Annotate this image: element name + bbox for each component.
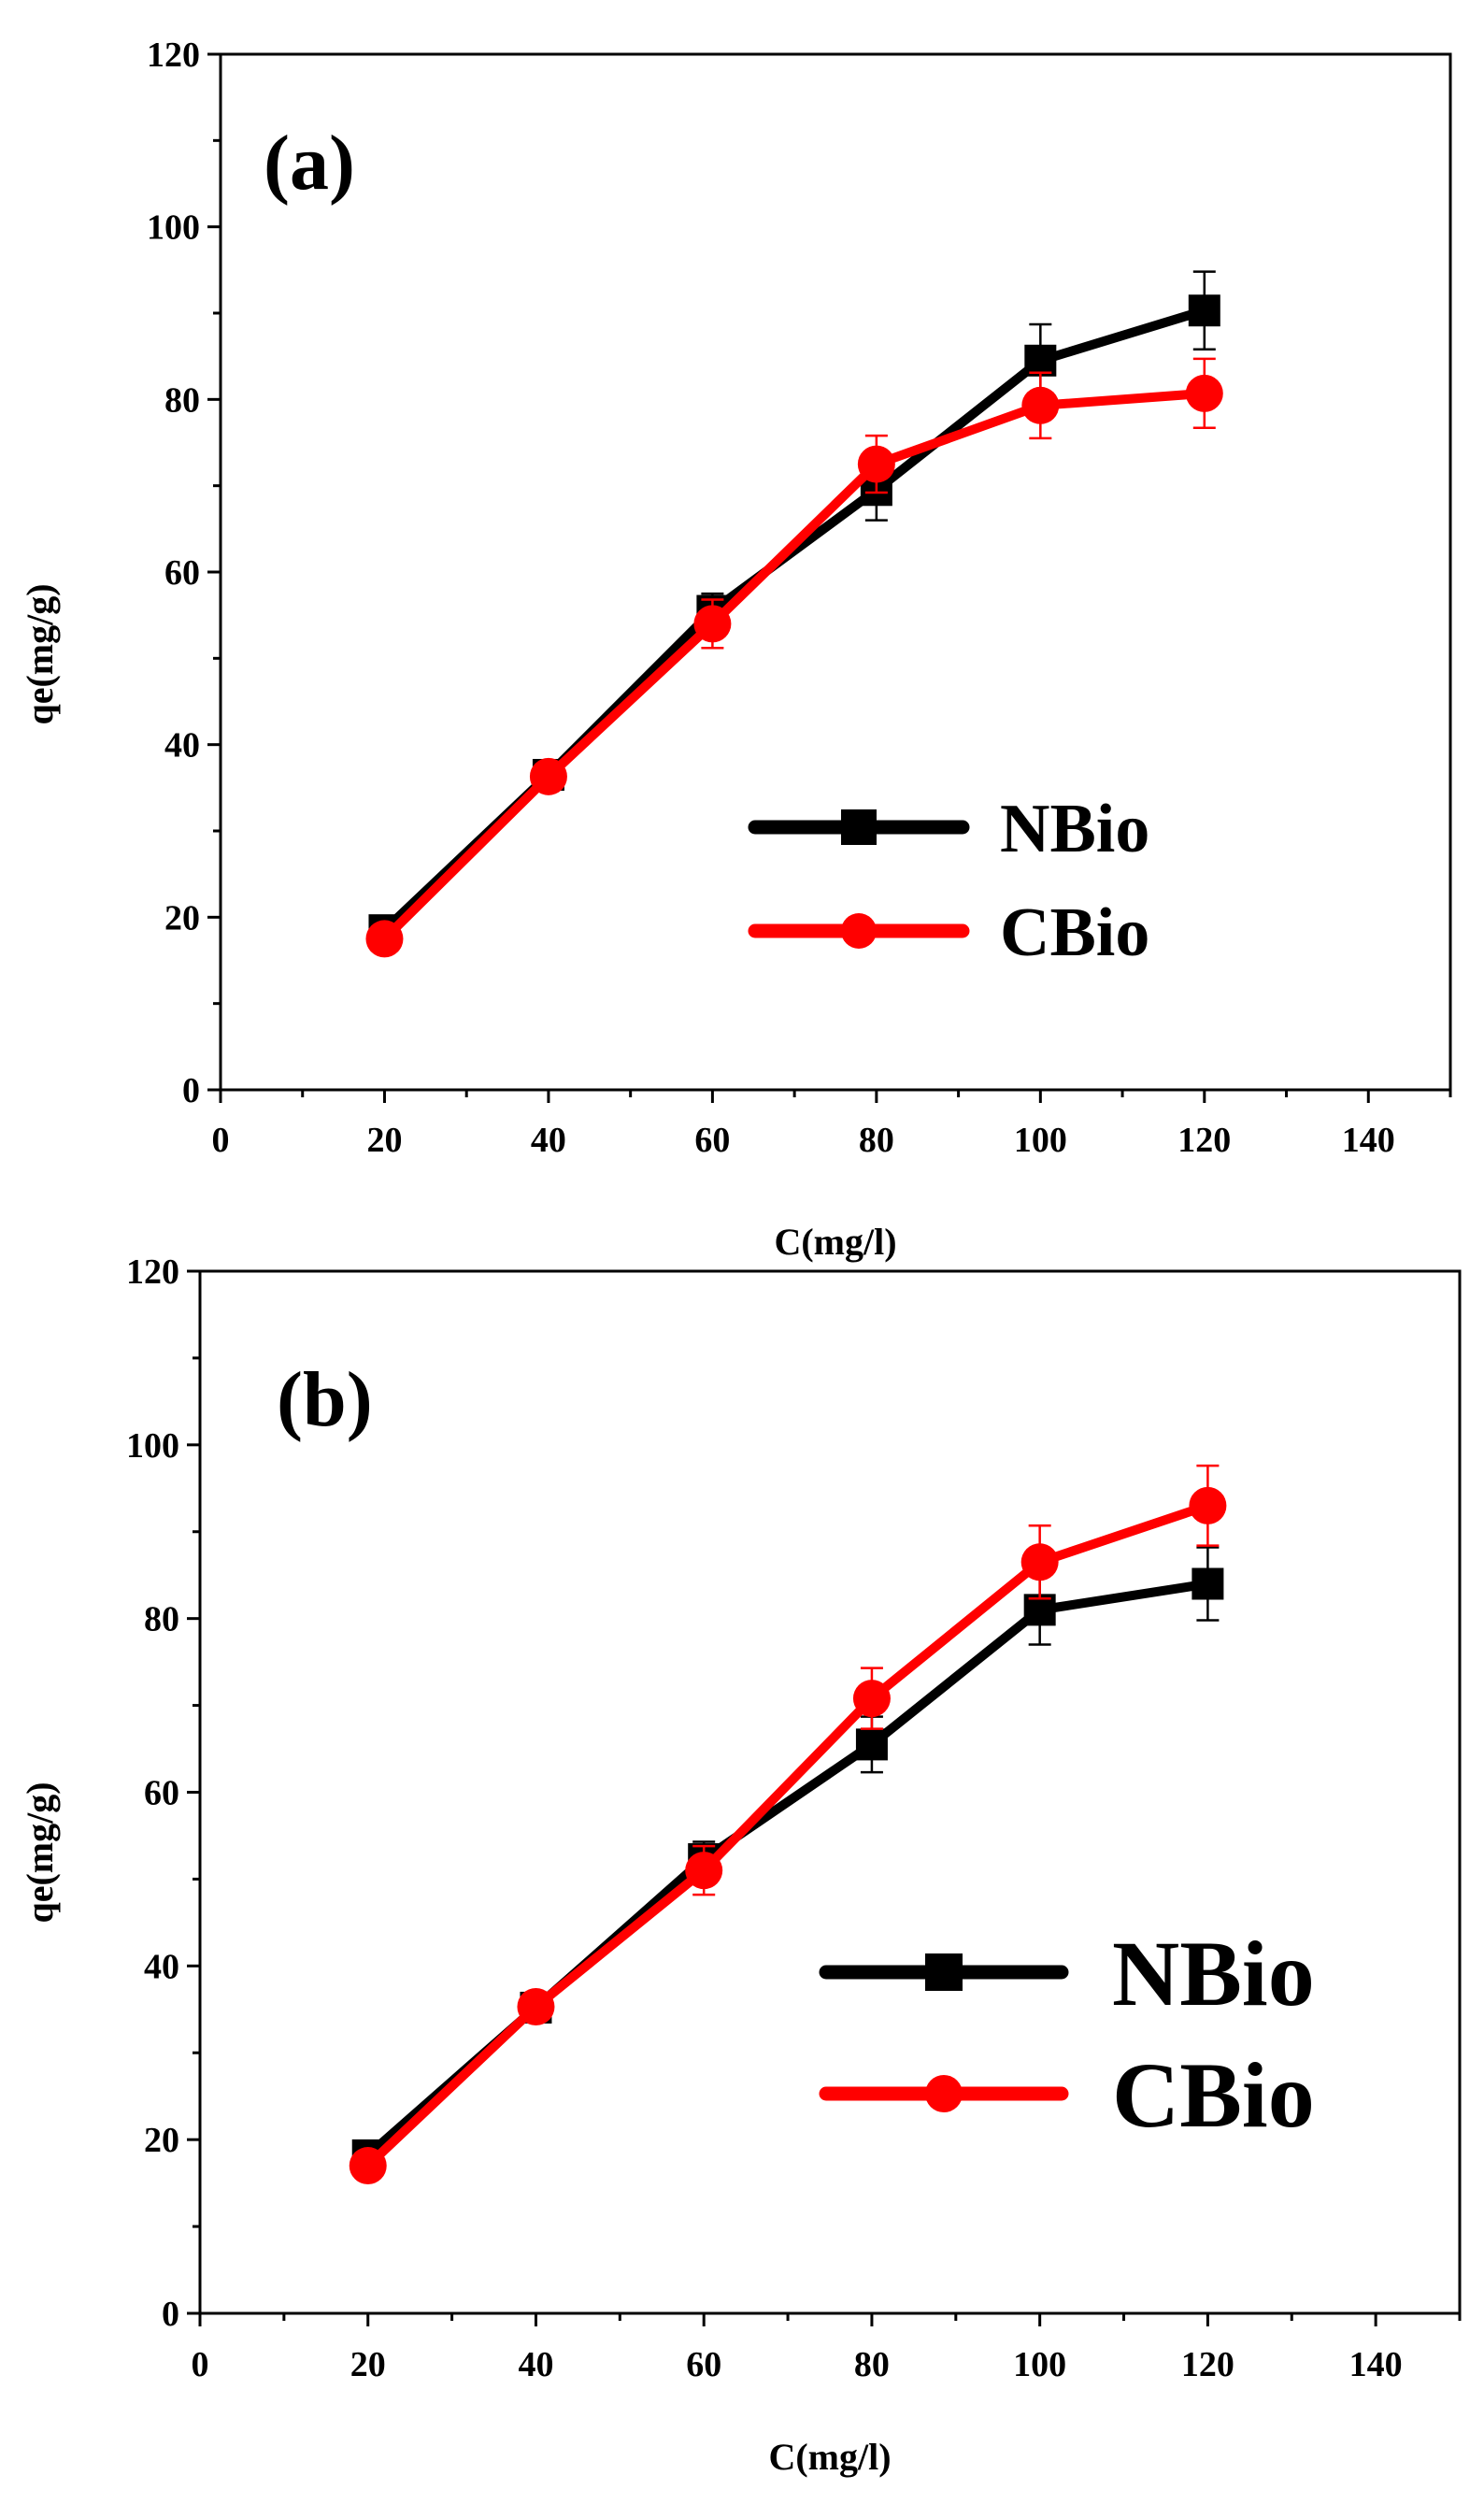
chart-panel-b: 0 20 40 60 80 100 120 140 0 20 40 60 80 100 120 C(mg/l)… [19, 1252, 1462, 2478]
legend-marker-circle [925, 2075, 963, 2112]
x-tick-label: 140 [1342, 1121, 1395, 1160]
data-point-circle [685, 1852, 723, 1890]
data-point-circle [529, 757, 567, 795]
y-tick-label: 20 [164, 898, 200, 937]
y-tick-label: 80 [164, 380, 200, 420]
data-point-circle [349, 2147, 387, 2185]
y-axis-title: qe(mg/g) [19, 583, 61, 724]
data-point-circle [1020, 1543, 1059, 1581]
x-tick-label: 120 [1181, 2345, 1234, 2384]
y-tick-label: 40 [144, 1947, 179, 1986]
plot-frame [198, 1269, 1462, 2315]
legend: NBio CBio [748, 791, 1149, 971]
panel-label: (b) [277, 1356, 373, 1443]
data-point-square [1188, 294, 1220, 327]
series-line [363, 1500, 1213, 2171]
data-point-circle [517, 1988, 555, 2026]
x-tick-label: 60 [694, 1121, 730, 1160]
x-tick-label: 0 [212, 1121, 230, 1160]
data-point-circle [1021, 386, 1060, 424]
legend: NBio CBio [819, 1922, 1315, 2147]
y-tick-label: 80 [144, 1600, 179, 1639]
y-tick-label: 100 [147, 208, 200, 248]
data-point-circle [693, 605, 732, 643]
x-tick-label: 20 [366, 1121, 402, 1160]
data-point-square [1191, 1567, 1224, 1600]
data-point-circle [857, 445, 895, 483]
data-point-circle [852, 1680, 891, 1718]
x-tick-label: 40 [518, 2345, 553, 2384]
legend-label: NBio [1000, 791, 1149, 867]
data-point-square [1024, 344, 1057, 377]
y-tick-label: 40 [164, 726, 200, 766]
y-tick-label: 120 [126, 1252, 179, 1292]
legend-marker-square [841, 809, 877, 845]
legend-label: CBio [1000, 894, 1149, 971]
legend-label: CBio [1112, 2043, 1315, 2147]
panel-label: (a) [264, 120, 355, 207]
x-tick-label: 120 [1177, 1121, 1231, 1160]
y-tick-label: 20 [144, 2121, 179, 2160]
data-point-square [855, 1728, 888, 1761]
x-tick-label: 140 [1349, 2345, 1403, 2384]
series-line [379, 388, 1209, 944]
series-cbio [365, 357, 1223, 958]
series-cbio [349, 1464, 1227, 2185]
x-tick-label: 100 [1014, 1121, 1067, 1160]
x-tick-label: 80 [854, 2345, 890, 2384]
legend-label: NBio [1112, 1922, 1315, 2025]
x-tick-label: 40 [531, 1121, 566, 1160]
series-nbio [351, 1546, 1224, 2171]
data-point-circle [365, 920, 404, 958]
legend-marker-circle [841, 913, 877, 949]
x-tick-label: 0 [192, 2345, 209, 2384]
data-point-circle [1189, 1486, 1227, 1524]
y-tick-label: 120 [147, 36, 200, 75]
y-tick-label: 60 [164, 553, 200, 593]
x-tick-label: 20 [350, 2345, 386, 2384]
x-tick-label: 60 [686, 2345, 721, 2384]
x-tick-label: 80 [859, 1121, 894, 1160]
legend-marker-square [925, 1953, 963, 1991]
y-tick-label: 100 [126, 1426, 179, 1466]
y-tick-label: 0 [162, 2295, 179, 2334]
y-tick-label: 60 [144, 1774, 179, 1813]
x-axis-title: C(mg/l) [774, 1221, 896, 1263]
data-point-circle [1185, 374, 1223, 412]
chart-panel-a: 0 20 40 60 80 100 120 140 0 20 40 60 80 100 120 C(mg/l)… [19, 36, 1452, 1263]
series-line [363, 1579, 1213, 2160]
y-axis-title: qe(mg/g) [19, 1781, 61, 1923]
x-tick-label: 100 [1013, 2345, 1066, 2384]
x-axis-title: C(mg/l) [768, 2436, 891, 2478]
y-tick-label: 0 [182, 1071, 200, 1110]
